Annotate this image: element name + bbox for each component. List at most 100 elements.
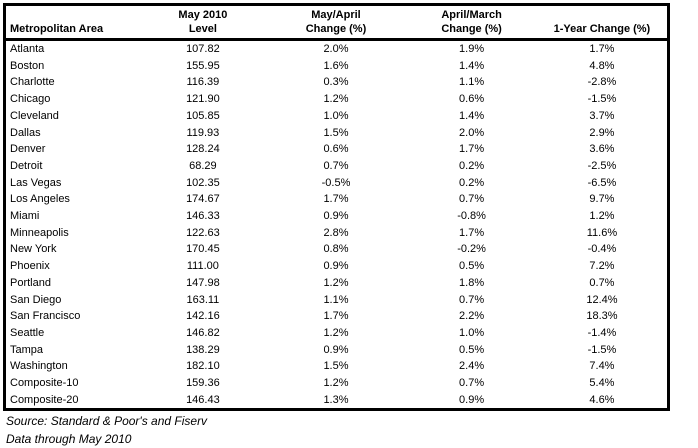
- col-header-1-year-change: 1-Year Change (%): [537, 5, 669, 40]
- table-row: Boston 155.95 1.6% 1.4% 4.8%: [5, 58, 669, 75]
- level-cell: 163.11: [186, 293, 220, 306]
- may-april-change-cell: 1.6%: [323, 59, 349, 72]
- level-cell: 138.29: [186, 343, 220, 356]
- metro-area-cell: Miami: [10, 210, 40, 223]
- may-april-change-cell: 1.5%: [323, 126, 349, 139]
- may-april-change-cell: 0.3%: [323, 76, 349, 89]
- one-year-change-cell: 0.7%: [589, 276, 615, 289]
- one-year-change-cell: 1.7%: [589, 43, 615, 55]
- table-row: Minneapolis 122.63 2.8% 1.7% 11.6%: [5, 225, 669, 242]
- col-header-line2: Metropolitan Area: [10, 23, 104, 35]
- level-cell: 105.85: [186, 109, 220, 122]
- metro-area-cell: Washington: [10, 360, 68, 373]
- metro-area-cell: Minneapolis: [10, 226, 69, 239]
- table-row: Chicago 121.90 1.2% 0.6% -1.5%: [5, 91, 669, 108]
- one-year-change-cell: 7.2%: [589, 260, 615, 273]
- metro-area-cell: Cleveland: [10, 109, 59, 122]
- april-march-change-cell: 1.1%: [459, 76, 485, 89]
- table-row: Dallas 119.93 1.5% 2.0% 2.9%: [5, 125, 669, 142]
- table-row: Composite-10 159.36 1.2% 0.7% 5.4%: [5, 375, 669, 392]
- table-row: Las Vegas 102.35 -0.5% 0.2% -6.5%: [5, 175, 669, 192]
- april-march-change-cell: 2.0%: [459, 126, 485, 139]
- col-header-april-march-change: April/March Change (%): [406, 5, 537, 40]
- metro-area-cell: San Diego: [10, 293, 62, 306]
- may-april-change-cell: 2.0%: [323, 43, 349, 55]
- may-april-change-cell: 2.8%: [323, 226, 349, 239]
- table-row: Los Angeles 174.67 1.7% 0.7% 9.7%: [5, 191, 669, 208]
- april-march-change-cell: -0.2%: [457, 243, 486, 256]
- one-year-change-cell: 5.4%: [589, 377, 615, 390]
- table-row: Charlotte 116.39 0.3% 1.1% -2.8%: [5, 74, 669, 91]
- metro-area-cell: Charlotte: [10, 76, 55, 89]
- level-cell: 121.90: [186, 93, 220, 106]
- one-year-change-cell: -6.5%: [587, 176, 617, 189]
- table-footnotes: Source: Standard & Poor's and Fiserv Dat…: [6, 413, 207, 448]
- april-march-change-cell: 1.4%: [459, 59, 485, 72]
- april-march-change-cell: 1.8%: [459, 276, 485, 289]
- one-year-change-cell: -0.4%: [587, 243, 617, 256]
- metro-area-cell: Atlanta: [10, 43, 45, 55]
- table-row: Cleveland 105.85 1.0% 1.4% 3.7%: [5, 108, 669, 125]
- col-header-line1: April/March: [441, 9, 502, 21]
- level-cell: 146.33: [186, 210, 220, 223]
- april-march-change-cell: 0.6%: [459, 93, 485, 106]
- april-march-change-cell: 0.5%: [459, 343, 485, 356]
- level-cell: 159.36: [186, 377, 220, 390]
- metro-area-cell: Seattle: [10, 326, 45, 339]
- april-march-change-cell: 0.2%: [459, 176, 485, 189]
- may-april-change-cell: 1.5%: [323, 360, 349, 373]
- one-year-change-cell: 18.3%: [586, 310, 618, 323]
- one-year-change-cell: 11.6%: [586, 226, 618, 239]
- table-row: Tampa 138.29 0.9% 0.5% -1.5%: [5, 342, 669, 359]
- april-march-change-cell: 0.5%: [459, 260, 485, 273]
- source-note: Source: Standard & Poor's and Fiserv: [6, 414, 208, 428]
- metro-area-cell: Denver: [10, 143, 46, 156]
- table-row: New York 170.45 0.8% -0.2% -0.4%: [5, 241, 669, 258]
- level-cell: 116.39: [186, 76, 220, 89]
- data-through-note: Data through May 2010: [6, 431, 132, 446]
- metro-area-cell: Dallas: [10, 126, 41, 139]
- level-cell: 111.00: [186, 260, 219, 273]
- april-march-change-cell: -0.8%: [457, 210, 486, 223]
- metro-area-cell: Los Angeles: [10, 193, 70, 206]
- metro-area-cell: Phoenix: [10, 260, 50, 273]
- april-march-change-cell: 0.9%: [459, 393, 485, 406]
- table-row: San Francisco 142.16 1.7% 2.2% 18.3%: [5, 308, 669, 325]
- one-year-change-cell: 3.6%: [589, 143, 615, 156]
- may-april-change-cell: 0.9%: [323, 260, 349, 273]
- table-row: Portland 147.98 1.2% 1.8% 0.7%: [5, 275, 669, 292]
- april-march-change-cell: 2.2%: [459, 310, 485, 323]
- may-april-change-cell: 0.7%: [323, 159, 349, 172]
- level-cell: 102.35: [186, 176, 220, 189]
- one-year-change-cell: 4.8%: [589, 59, 615, 72]
- table-header-row: Metropolitan Area May 2010 Level May/Apr…: [4, 5, 669, 40]
- level-cell: 170.45: [186, 243, 220, 256]
- level-cell: 146.82: [186, 326, 220, 339]
- one-year-change-cell: 7.4%: [589, 360, 615, 373]
- table-row: Seattle 146.82 1.2% 1.0% -1.4%: [5, 325, 669, 342]
- april-march-change-cell: 1.9%: [459, 43, 485, 55]
- may-april-change-cell: 1.1%: [323, 293, 349, 306]
- col-header-line2: Change (%): [305, 23, 367, 35]
- metro-area-cell: Boston: [10, 59, 45, 72]
- col-header-line2: 1-Year Change (%): [553, 23, 651, 35]
- may-april-change-cell: 1.2%: [323, 93, 349, 106]
- level-cell: 147.98: [186, 276, 220, 289]
- col-header-line1: May 2010: [178, 9, 228, 21]
- one-year-change-cell: -2.5%: [587, 159, 617, 172]
- may-april-change-cell: -0.5%: [321, 176, 351, 189]
- april-march-change-cell: 0.7%: [459, 293, 485, 306]
- table-row: Phoenix 111.00 0.9% 0.5% 7.2%: [5, 258, 669, 275]
- col-header-may-2010-level: May 2010 Level: [140, 5, 266, 40]
- one-year-change-cell: 3.7%: [589, 109, 615, 122]
- table-header: Metropolitan Area May 2010 Level May/Apr…: [4, 5, 669, 40]
- level-cell: 155.95: [186, 59, 220, 72]
- metro-area-cell: San Francisco: [10, 310, 81, 323]
- april-march-change-cell: 1.4%: [459, 109, 485, 122]
- level-cell: 142.16: [186, 310, 220, 323]
- metro-area-cell: Composite-10: [10, 377, 79, 390]
- case-shiller-index-table: Metropolitan Area May 2010 Level May/Apr…: [3, 3, 670, 412]
- may-april-change-cell: 0.9%: [323, 210, 349, 223]
- table-row: Composite-20 146.43 1.3% 0.9% 4.6%: [5, 392, 669, 410]
